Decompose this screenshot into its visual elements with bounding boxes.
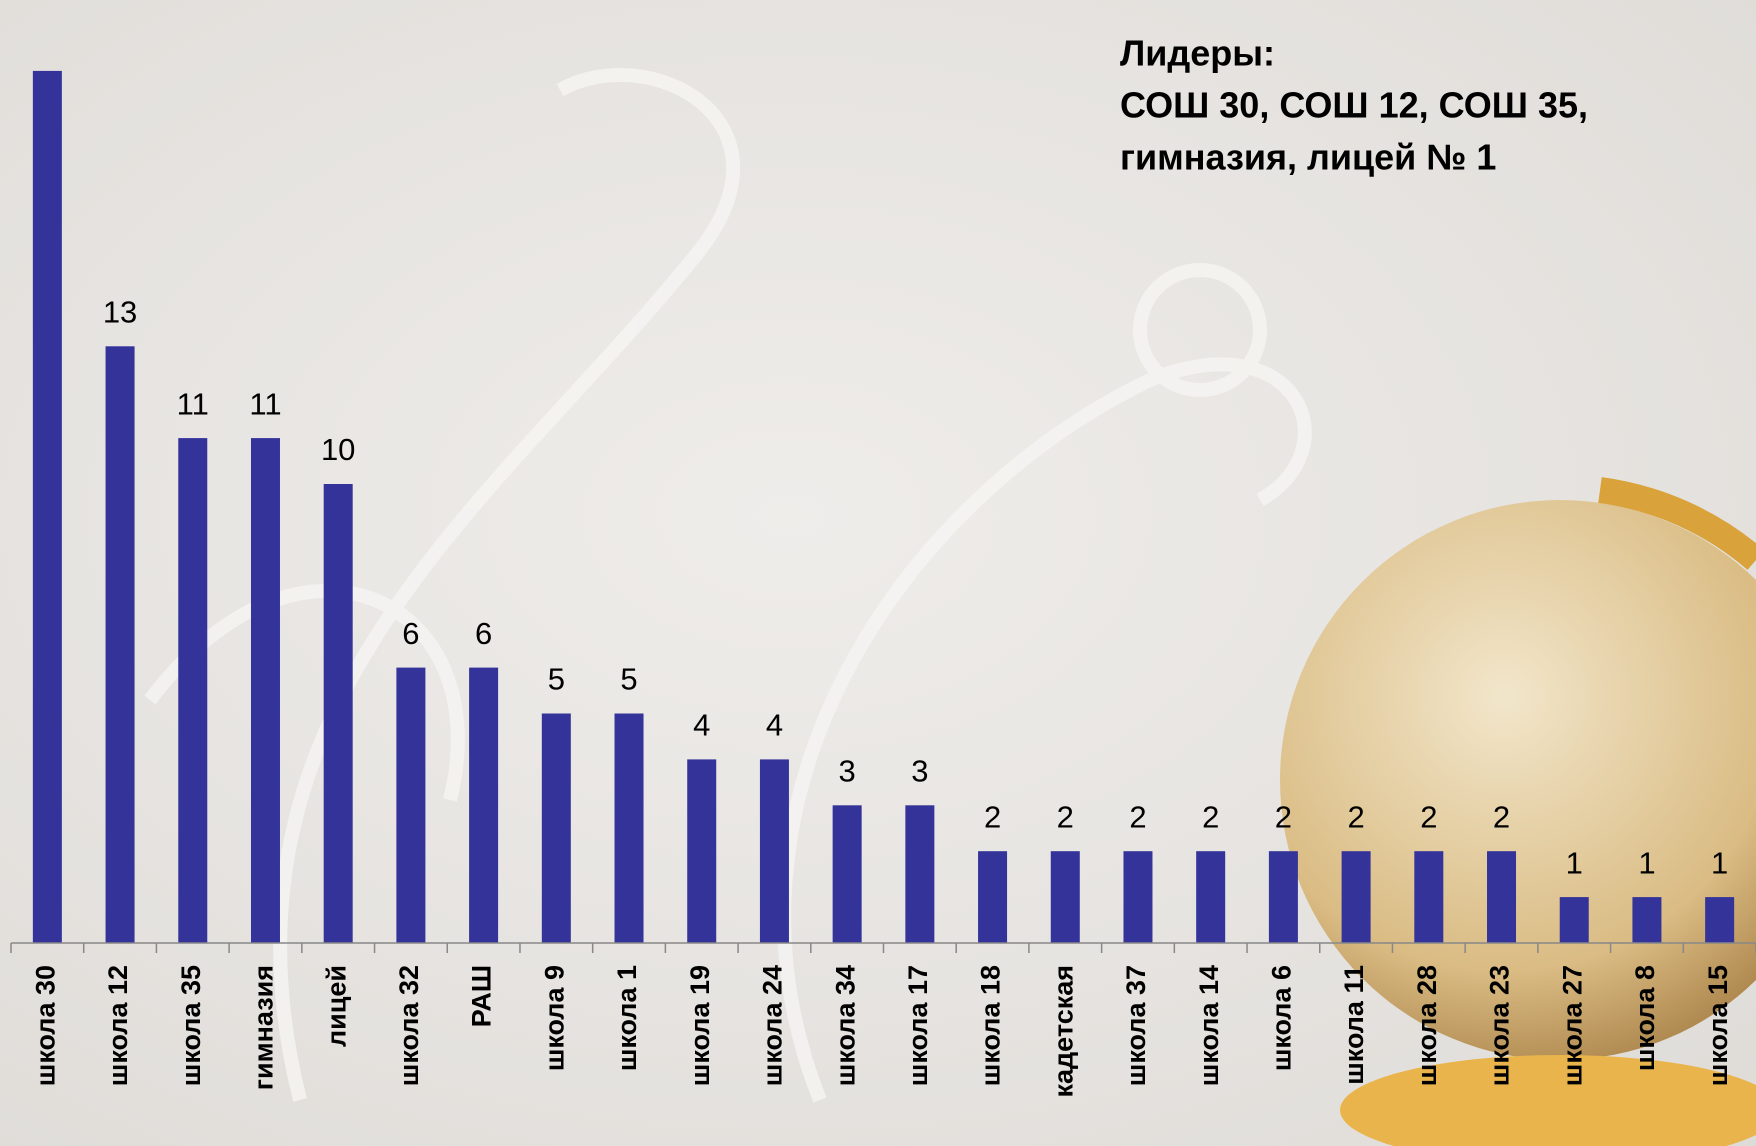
bar	[1414, 851, 1444, 943]
globe-stand	[1340, 1055, 1756, 1146]
x-tick-label: школа 8	[1630, 965, 1660, 1071]
data-label: 2	[1275, 799, 1292, 834]
data-label: 11	[177, 386, 209, 421]
x-tick-label: школа 17	[903, 965, 933, 1086]
data-label: 4	[766, 708, 783, 743]
data-label: 2	[1057, 799, 1074, 834]
bar	[1487, 851, 1517, 943]
bar	[1268, 851, 1298, 943]
data-label: 6	[475, 616, 492, 651]
data-label: 1	[1638, 845, 1655, 880]
bar	[614, 713, 644, 943]
data-label: 2	[1129, 799, 1146, 834]
data-label: 11	[249, 386, 281, 421]
annotation: Лидеры:	[1120, 33, 1275, 74]
data-label: 3	[911, 753, 928, 788]
data-label: 10	[321, 432, 355, 467]
data-label: 2	[984, 799, 1001, 834]
bar	[1050, 851, 1080, 943]
x-tick-label: школа 23	[1485, 965, 1515, 1086]
x-tick-label: школа 32	[394, 965, 424, 1086]
annotation: гимназия, лицей № 1	[1120, 137, 1496, 178]
bar	[978, 851, 1008, 943]
data-label: 3	[839, 753, 856, 788]
x-tick-label: школа 37	[1121, 965, 1151, 1086]
x-tick-label: школа 19	[685, 965, 715, 1086]
data-label: 4	[693, 708, 710, 743]
bar	[1632, 897, 1662, 943]
x-tick-label: школа 34	[830, 965, 860, 1086]
data-label: 1	[1711, 845, 1728, 880]
data-label: 2	[1347, 799, 1364, 834]
bar	[1559, 897, 1589, 943]
x-tick-label: РАШ	[467, 965, 497, 1027]
bar	[105, 346, 135, 943]
data-label: 1	[1566, 845, 1583, 880]
bar	[396, 667, 426, 943]
x-tick-label: школа 30	[30, 965, 60, 1086]
bar	[687, 759, 717, 943]
x-tick-label: лицей	[321, 965, 351, 1047]
bar	[32, 70, 62, 943]
x-tick-label: школа 11	[1339, 965, 1369, 1085]
x-tick-label: школа 35	[176, 965, 206, 1086]
data-label: 5	[548, 662, 565, 697]
x-tick-label: школа 6	[1267, 965, 1297, 1071]
x-tick-label: школа 15	[1703, 965, 1733, 1086]
bar	[323, 484, 353, 943]
bar	[832, 805, 862, 943]
x-tick-label: школа 12	[103, 965, 133, 1086]
x-tick-label: кадетская	[1048, 965, 1078, 1098]
globe-frame	[1598, 477, 1756, 570]
bar	[1705, 897, 1735, 943]
x-tick-label: школа 1	[612, 965, 642, 1071]
x-tick-label: школа 27	[1557, 965, 1587, 1086]
data-label: 2	[1493, 799, 1510, 834]
data-label: 5	[620, 662, 637, 697]
x-tick-label: школа 9	[539, 965, 569, 1071]
bar	[1341, 851, 1371, 943]
x-tick-label: гимназия	[249, 965, 279, 1090]
annotation: СОШ 30, СОШ 12, СОШ 35,	[1120, 85, 1588, 126]
bar	[469, 667, 499, 943]
bar	[250, 438, 280, 943]
data-label: 6	[402, 616, 419, 651]
bar	[178, 438, 208, 943]
data-label: 13	[103, 294, 137, 329]
x-tick-label: школа 28	[1412, 965, 1442, 1086]
x-tick-label: школа 14	[1194, 965, 1224, 1086]
bar	[759, 759, 789, 943]
data-label: 2	[1420, 799, 1437, 834]
bar	[1123, 851, 1153, 943]
x-tick-label: школа 18	[976, 965, 1006, 1086]
bar	[1196, 851, 1226, 943]
bar	[905, 805, 935, 943]
data-label: 2	[1202, 799, 1219, 834]
bar	[541, 713, 571, 943]
x-tick-label: школа 24	[758, 965, 788, 1086]
